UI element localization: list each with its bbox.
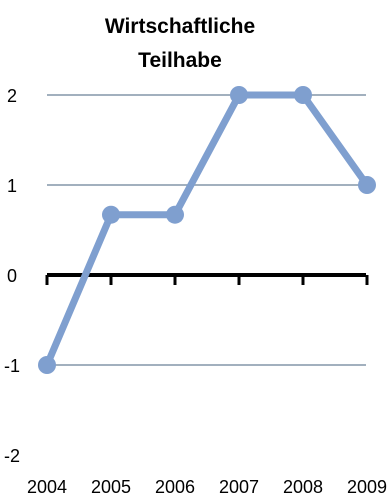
data-point	[358, 176, 376, 194]
series-line	[43, 91, 371, 369]
chart-title-line-2: Teilhabe	[138, 49, 222, 72]
x-tick-label: 2005	[91, 477, 131, 495]
x-tick-label: 2007	[219, 477, 259, 495]
data-point	[294, 86, 312, 104]
x-tick-label: 2009	[347, 477, 387, 495]
series-line	[43, 91, 371, 369]
y-tick-label: -2	[4, 446, 20, 466]
x-tick-label: 2004	[27, 477, 67, 495]
zero-axis	[45, 273, 369, 285]
data-point	[102, 205, 120, 224]
chart-title-line-1: Wirtschaftliche	[105, 15, 255, 38]
data-point	[230, 86, 248, 104]
y-tick-labels: -2 -1 0 1 2	[4, 86, 20, 466]
y-tick-label: 2	[7, 86, 17, 106]
y-tick-label: 0	[7, 266, 17, 286]
y-tick-label: -1	[4, 356, 20, 376]
data-points	[38, 86, 376, 374]
data-point	[166, 205, 184, 224]
data-point	[38, 356, 56, 374]
y-tick-label: 1	[7, 176, 17, 196]
x-tick-label: 2006	[155, 477, 195, 495]
x-tick-labels: 2004 2005 2006 2007 2008 2009	[27, 477, 387, 495]
gridlines	[47, 94, 366, 366]
x-tick-label: 2008	[283, 477, 323, 495]
